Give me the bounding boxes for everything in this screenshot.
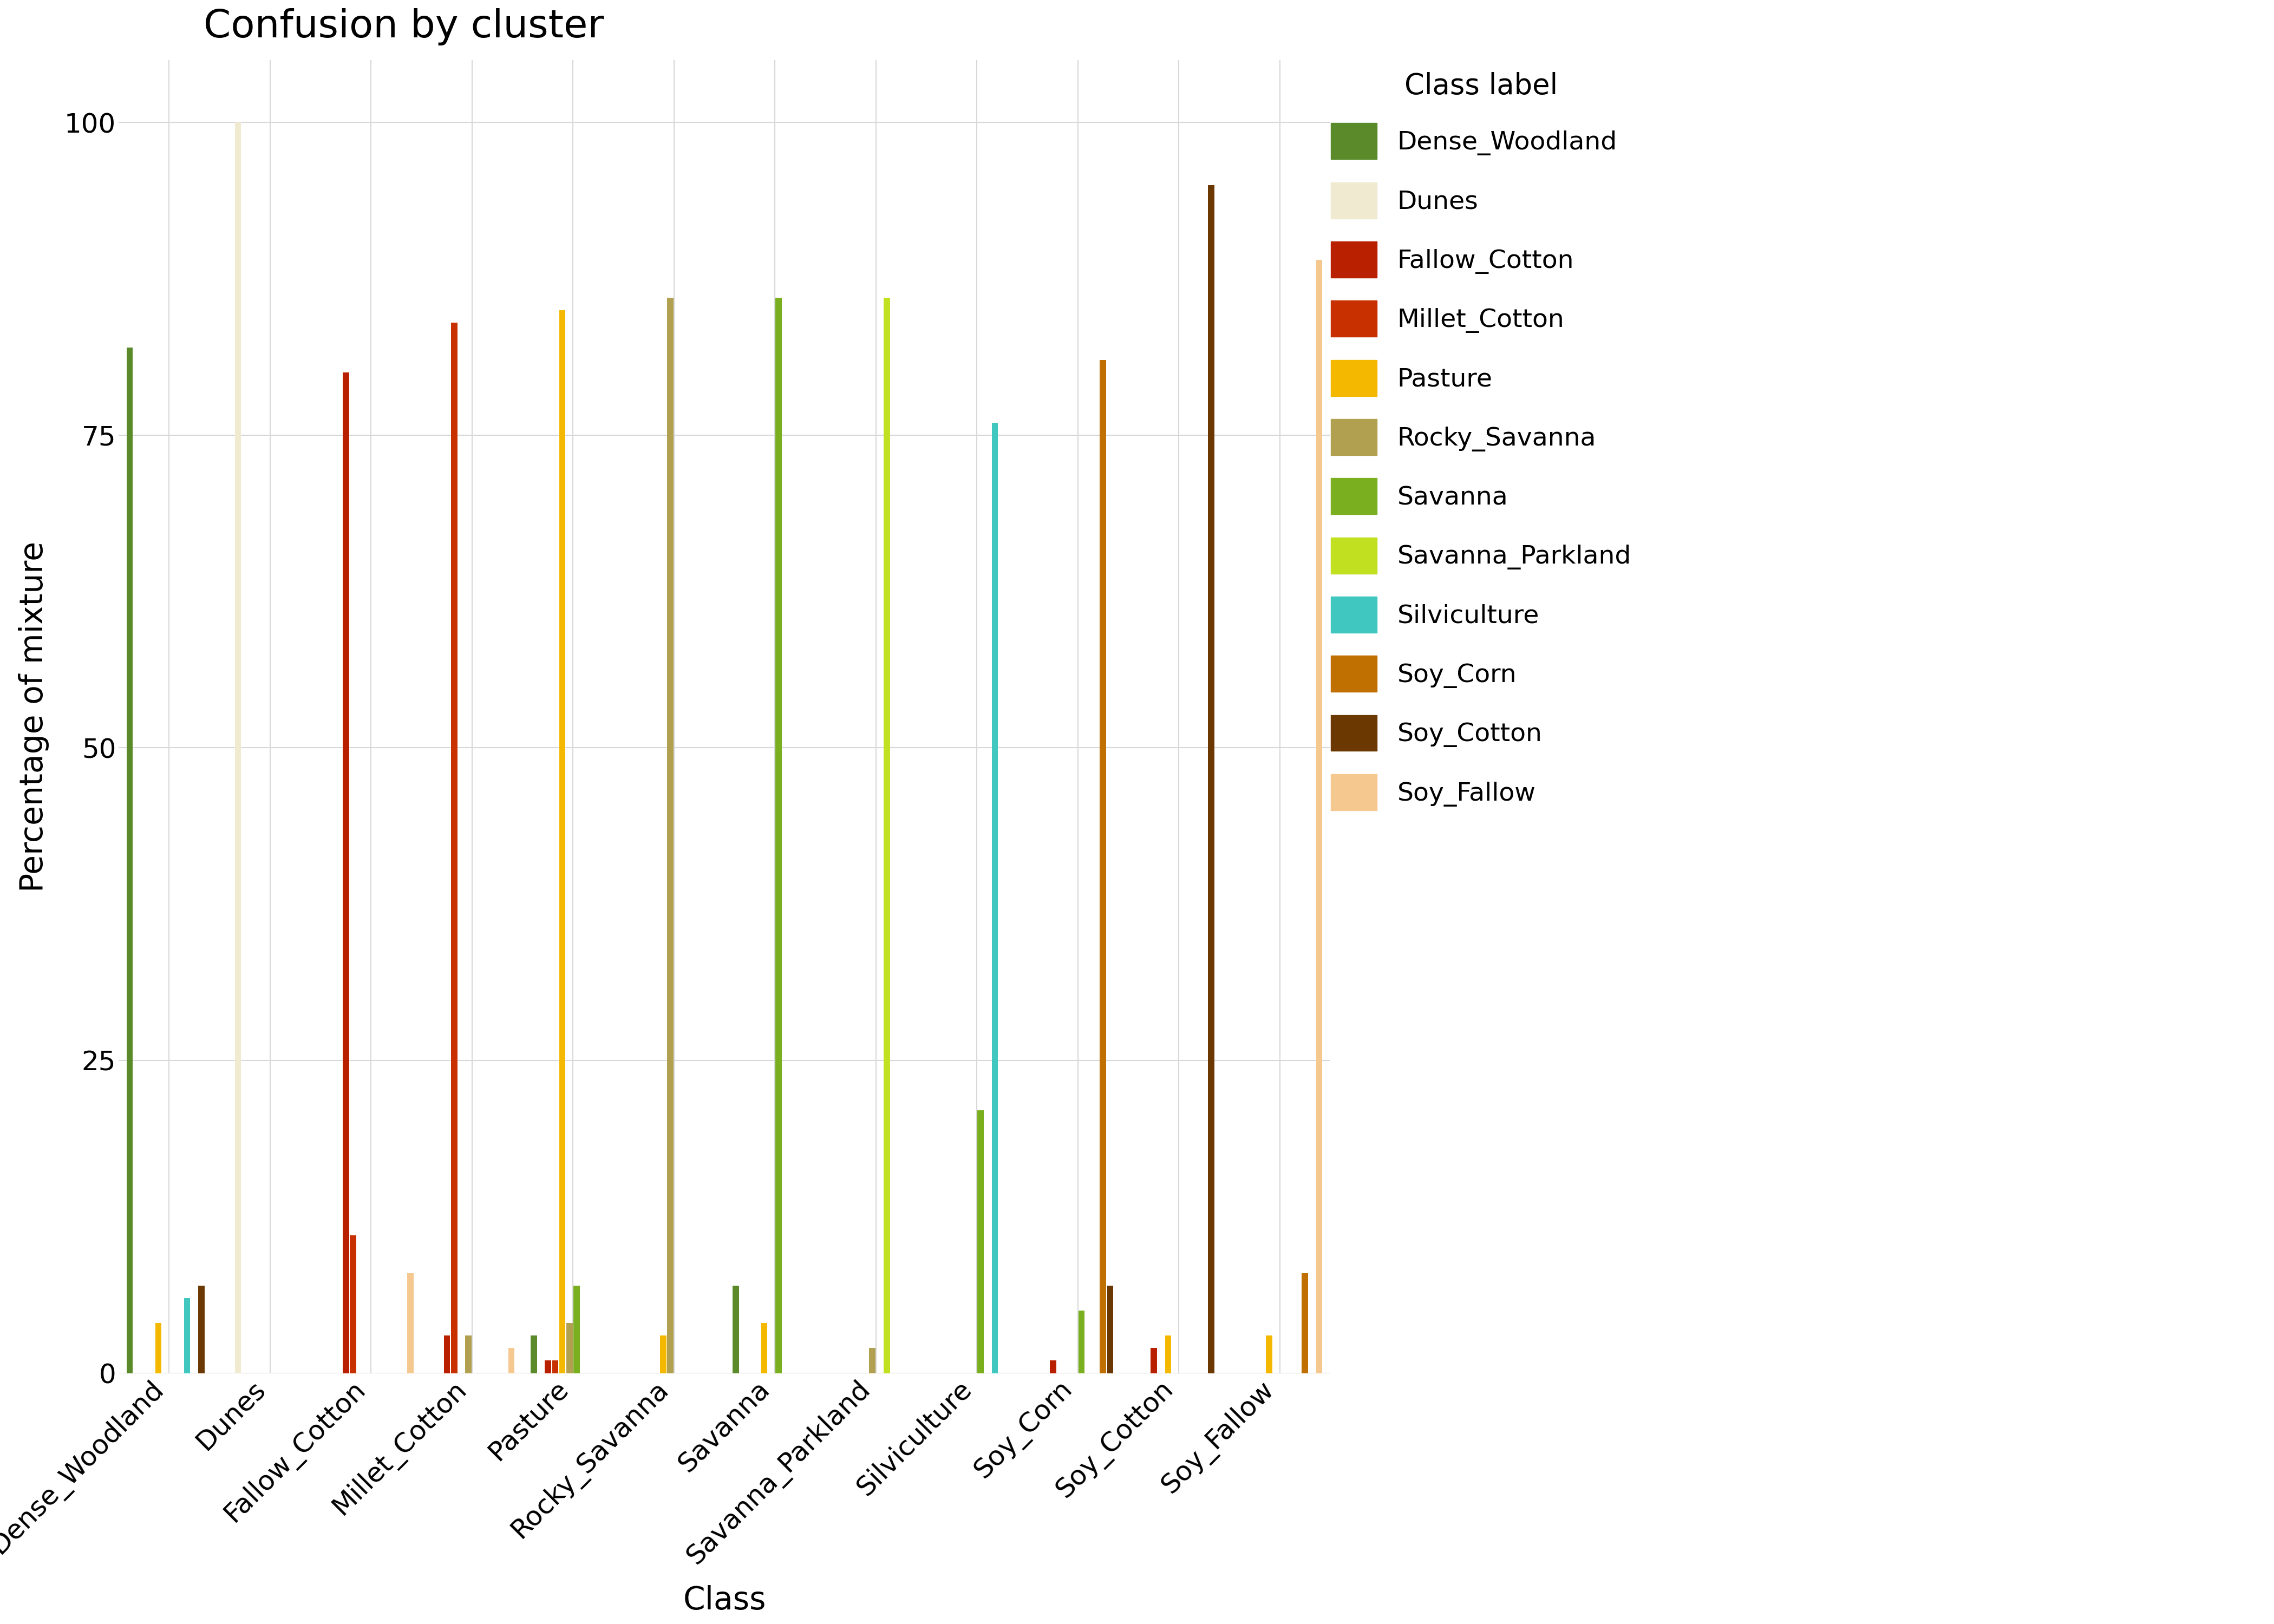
Bar: [1107, 1286, 1114, 1374]
Bar: [553, 1361, 559, 1374]
Bar: [1267, 1335, 1273, 1374]
Bar: [869, 1348, 875, 1374]
Bar: [775, 297, 782, 1374]
Bar: [155, 1324, 161, 1374]
Bar: [1207, 185, 1214, 1374]
Legend: Dense_Woodland, Dunes, Fallow_Cotton, Millet_Cotton, Pasture, Rocky_Savanna, Sav: Dense_Woodland, Dunes, Fallow_Cotton, Mi…: [1305, 47, 1658, 836]
Bar: [1317, 260, 1323, 1374]
Bar: [184, 1298, 191, 1374]
Bar: [443, 1335, 450, 1374]
Bar: [507, 1348, 514, 1374]
Bar: [530, 1335, 537, 1374]
Bar: [666, 297, 673, 1374]
Y-axis label: Percentage of mixture: Percentage of mixture: [18, 541, 50, 892]
Bar: [1301, 1273, 1308, 1374]
Bar: [559, 310, 566, 1374]
X-axis label: Class: Class: [682, 1585, 766, 1616]
Bar: [732, 1286, 739, 1374]
Bar: [762, 1324, 766, 1374]
Bar: [659, 1335, 666, 1374]
Bar: [407, 1273, 414, 1374]
Bar: [1164, 1335, 1171, 1374]
Bar: [198, 1286, 205, 1374]
Bar: [546, 1361, 550, 1374]
Bar: [573, 1286, 580, 1374]
Bar: [350, 1236, 357, 1374]
Bar: [466, 1335, 471, 1374]
Bar: [885, 297, 889, 1374]
Bar: [450, 323, 457, 1374]
Bar: [1151, 1348, 1157, 1374]
Bar: [566, 1324, 573, 1374]
Bar: [1078, 1311, 1085, 1374]
Bar: [991, 422, 998, 1374]
Bar: [1051, 1361, 1055, 1374]
Bar: [343, 372, 350, 1374]
Bar: [234, 122, 241, 1374]
Bar: [978, 1111, 985, 1374]
Bar: [1101, 361, 1105, 1374]
Bar: [127, 348, 132, 1374]
Text: Confusion by cluster: Confusion by cluster: [202, 8, 603, 45]
